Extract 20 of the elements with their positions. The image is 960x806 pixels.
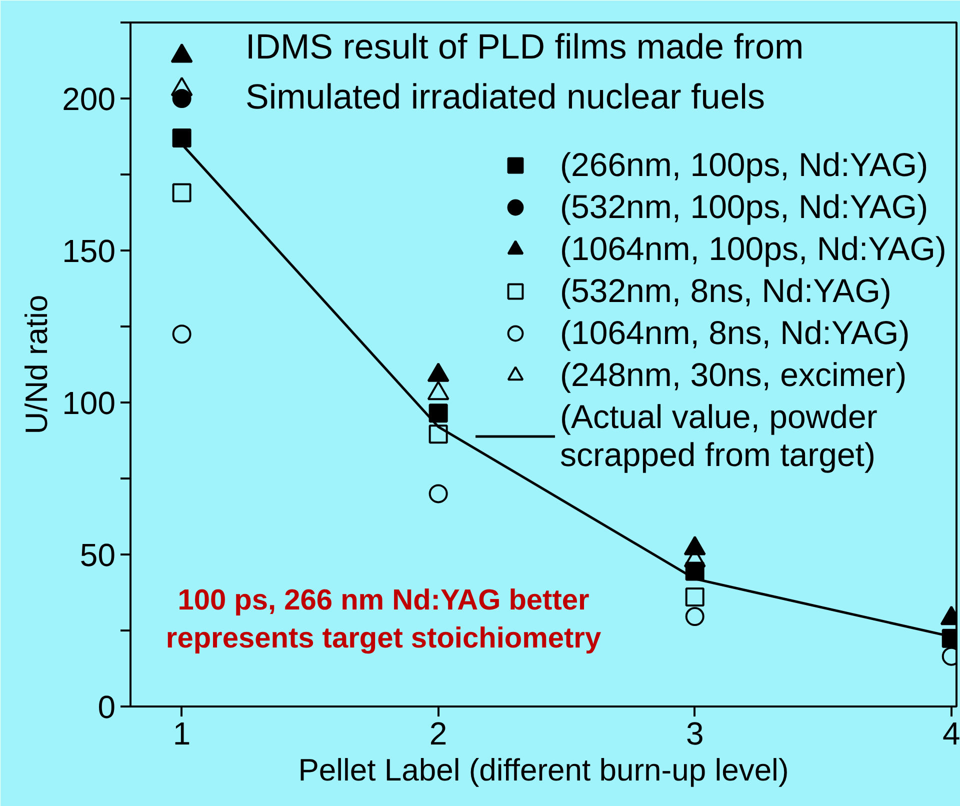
legend-label: (532nm, 8ns, Nd:YAG) xyxy=(560,272,892,310)
x-tick-label: 4 xyxy=(942,716,960,752)
text: IDMS result of PLD films made from Simulated irradiated nuclear fuels xyxy=(246,28,804,116)
legend-label: (248nm, 30ns, excimer) xyxy=(560,356,907,394)
legend-label: (532nm, 100ps, Nd:YAG) xyxy=(560,188,928,226)
y-axis-title: U/Nd ratio xyxy=(19,294,54,434)
legend-label: (1064nm, 8ns, Nd:YAG) xyxy=(560,314,910,352)
y-tick-label: 50 xyxy=(80,537,116,573)
x-axis-title: Pellet Label (different burn-up level) xyxy=(298,752,789,788)
legend-label: (Actual value, powder scrapped from target) xyxy=(560,398,878,474)
y-tick-label: 150 xyxy=(62,233,116,269)
x-tick-label: 2 xyxy=(429,716,448,752)
legend-label: (1064nm, 100ps, Nd:YAG) xyxy=(560,230,946,268)
legend-label: (266nm, 100ps, Nd:YAG) xyxy=(560,146,928,184)
x-tick-label: 3 xyxy=(686,716,704,752)
y-tick-label: 100 xyxy=(62,385,116,421)
y-tick-label: 0 xyxy=(98,689,116,725)
annotation: 100 ps, 266 nm Nd:YAG better represents target stoichiometry xyxy=(166,584,602,654)
y-tick-label: 200 xyxy=(62,81,116,117)
x-tick-label: 1 xyxy=(172,716,191,752)
